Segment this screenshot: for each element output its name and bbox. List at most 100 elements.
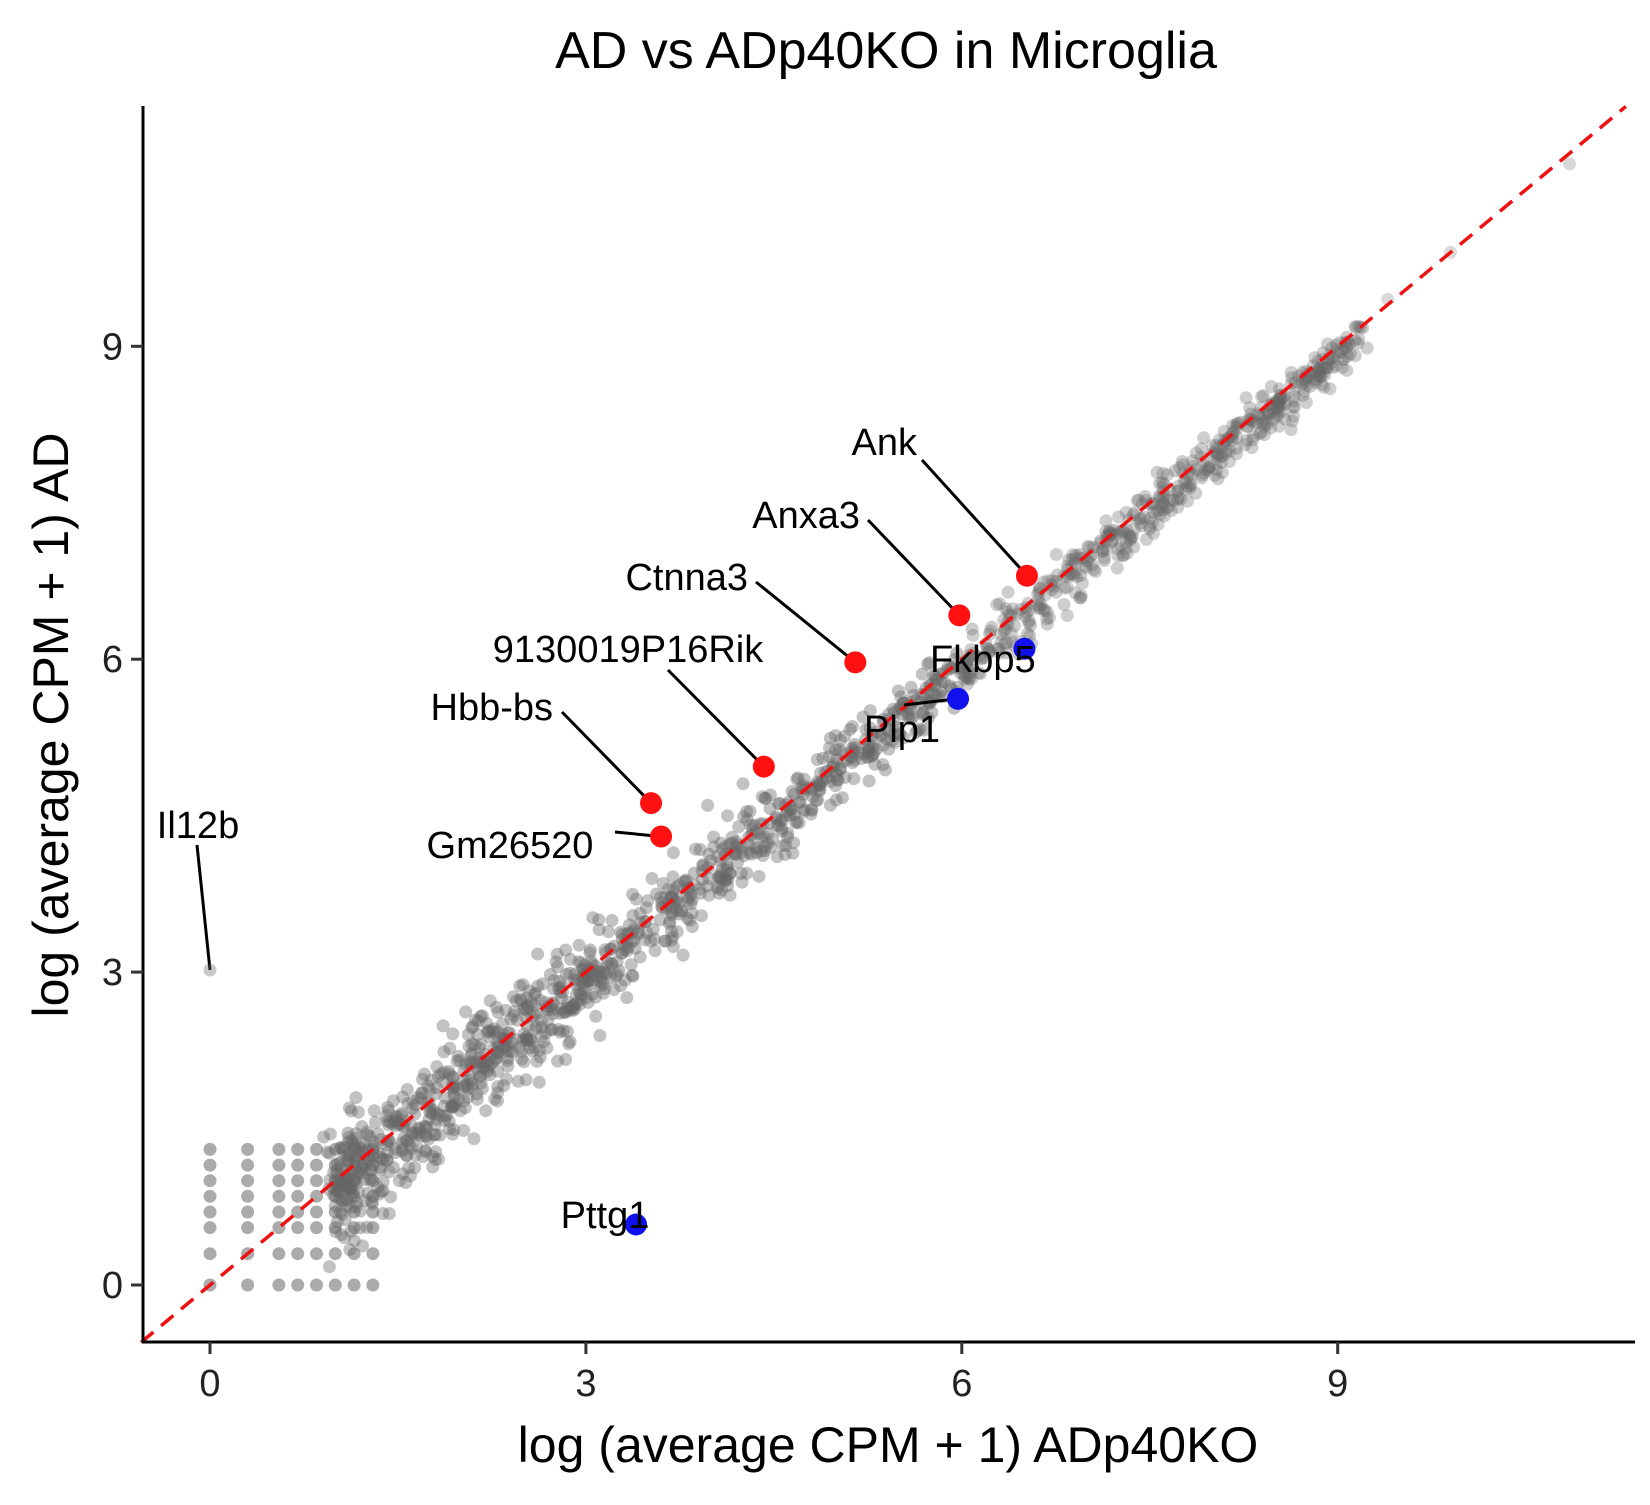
data-point xyxy=(559,1053,573,1066)
data-point xyxy=(1001,617,1015,631)
data-point xyxy=(427,1128,441,1142)
data-point xyxy=(646,923,660,936)
data-point xyxy=(715,862,729,876)
data-point xyxy=(696,858,710,872)
data-point xyxy=(431,1069,445,1083)
data-point xyxy=(291,1174,305,1188)
data-point xyxy=(626,887,640,901)
data-point xyxy=(338,1181,352,1195)
data-point xyxy=(533,993,547,1007)
data-point xyxy=(530,1020,544,1034)
data-point xyxy=(572,984,586,998)
data-point xyxy=(1211,472,1225,486)
data-point xyxy=(754,844,768,858)
data-point xyxy=(386,1160,400,1174)
data-point xyxy=(786,846,800,860)
data-point xyxy=(376,1153,390,1167)
data-point xyxy=(737,849,751,863)
data-point xyxy=(347,1142,361,1156)
data-point xyxy=(1240,433,1254,447)
data-point xyxy=(610,955,624,969)
data-point xyxy=(509,994,523,1008)
data-point xyxy=(664,890,678,904)
data-point xyxy=(888,735,902,749)
data-point xyxy=(1068,586,1082,600)
data-point xyxy=(689,842,702,856)
data-point xyxy=(463,1055,477,1069)
data-point xyxy=(395,1136,409,1150)
data-point xyxy=(905,711,919,725)
data-point xyxy=(341,1153,355,1167)
data-point xyxy=(1031,598,1045,612)
data-point xyxy=(662,917,676,931)
data-point xyxy=(855,752,868,765)
data-point xyxy=(330,1215,344,1229)
data-point xyxy=(427,1104,441,1117)
data-point xyxy=(322,1182,336,1196)
data-point xyxy=(570,996,584,1009)
data-point xyxy=(673,907,687,921)
data-point xyxy=(459,1005,473,1019)
data-point xyxy=(364,1163,378,1177)
data-point xyxy=(921,711,935,725)
chart-title: AD vs ADp40KO in Microglia xyxy=(555,22,1217,80)
data-point xyxy=(1117,548,1131,562)
data-point xyxy=(1314,361,1328,375)
data-point xyxy=(541,1014,555,1027)
data-point xyxy=(1032,593,1046,607)
data-point xyxy=(452,1082,466,1096)
data-point xyxy=(830,752,844,766)
data-point xyxy=(347,1247,361,1261)
data-point xyxy=(395,1144,409,1158)
data-point xyxy=(1209,438,1223,452)
data-point xyxy=(1197,466,1210,480)
data-point xyxy=(723,866,737,880)
data-point xyxy=(560,1001,574,1015)
data-point xyxy=(465,1021,479,1035)
data-point xyxy=(447,1123,461,1137)
data-point xyxy=(1038,604,1052,618)
data-point xyxy=(848,737,862,751)
data-point xyxy=(1040,612,1054,626)
data-point xyxy=(1263,407,1276,421)
data-point xyxy=(1162,500,1176,514)
data-point xyxy=(927,668,941,682)
data-point xyxy=(1202,461,1216,475)
data-point xyxy=(349,1152,363,1166)
data-point xyxy=(859,723,873,736)
data-point xyxy=(511,1074,525,1088)
data-point xyxy=(344,1104,358,1118)
data-point xyxy=(770,850,784,864)
data-point xyxy=(1138,490,1152,503)
data-point xyxy=(614,925,628,939)
data-point xyxy=(426,1107,440,1121)
data-point xyxy=(499,1072,513,1086)
data-point xyxy=(735,875,749,889)
data-point xyxy=(1034,597,1048,611)
data-point xyxy=(695,909,708,923)
data-point xyxy=(528,988,542,1002)
data-point xyxy=(531,979,545,993)
data-point xyxy=(658,890,672,904)
data-point xyxy=(1031,587,1045,601)
data-point xyxy=(533,1050,547,1064)
data-point xyxy=(408,1148,422,1162)
data-point xyxy=(1230,431,1244,444)
data-point xyxy=(334,1176,348,1190)
data-point xyxy=(528,998,542,1012)
data-point xyxy=(419,1130,433,1144)
data-point xyxy=(1271,398,1285,412)
data-point xyxy=(626,909,640,922)
data-point xyxy=(505,1036,518,1049)
data-point xyxy=(1171,479,1185,493)
data-point xyxy=(335,1193,349,1207)
data-point xyxy=(416,1150,430,1164)
data-point xyxy=(565,1000,579,1014)
data-point xyxy=(341,1135,355,1149)
data-point xyxy=(371,1146,385,1160)
data-point xyxy=(376,1152,390,1166)
data-point xyxy=(816,774,830,788)
data-point xyxy=(310,1174,323,1188)
data-point xyxy=(1210,446,1224,460)
data-point xyxy=(519,1030,533,1044)
